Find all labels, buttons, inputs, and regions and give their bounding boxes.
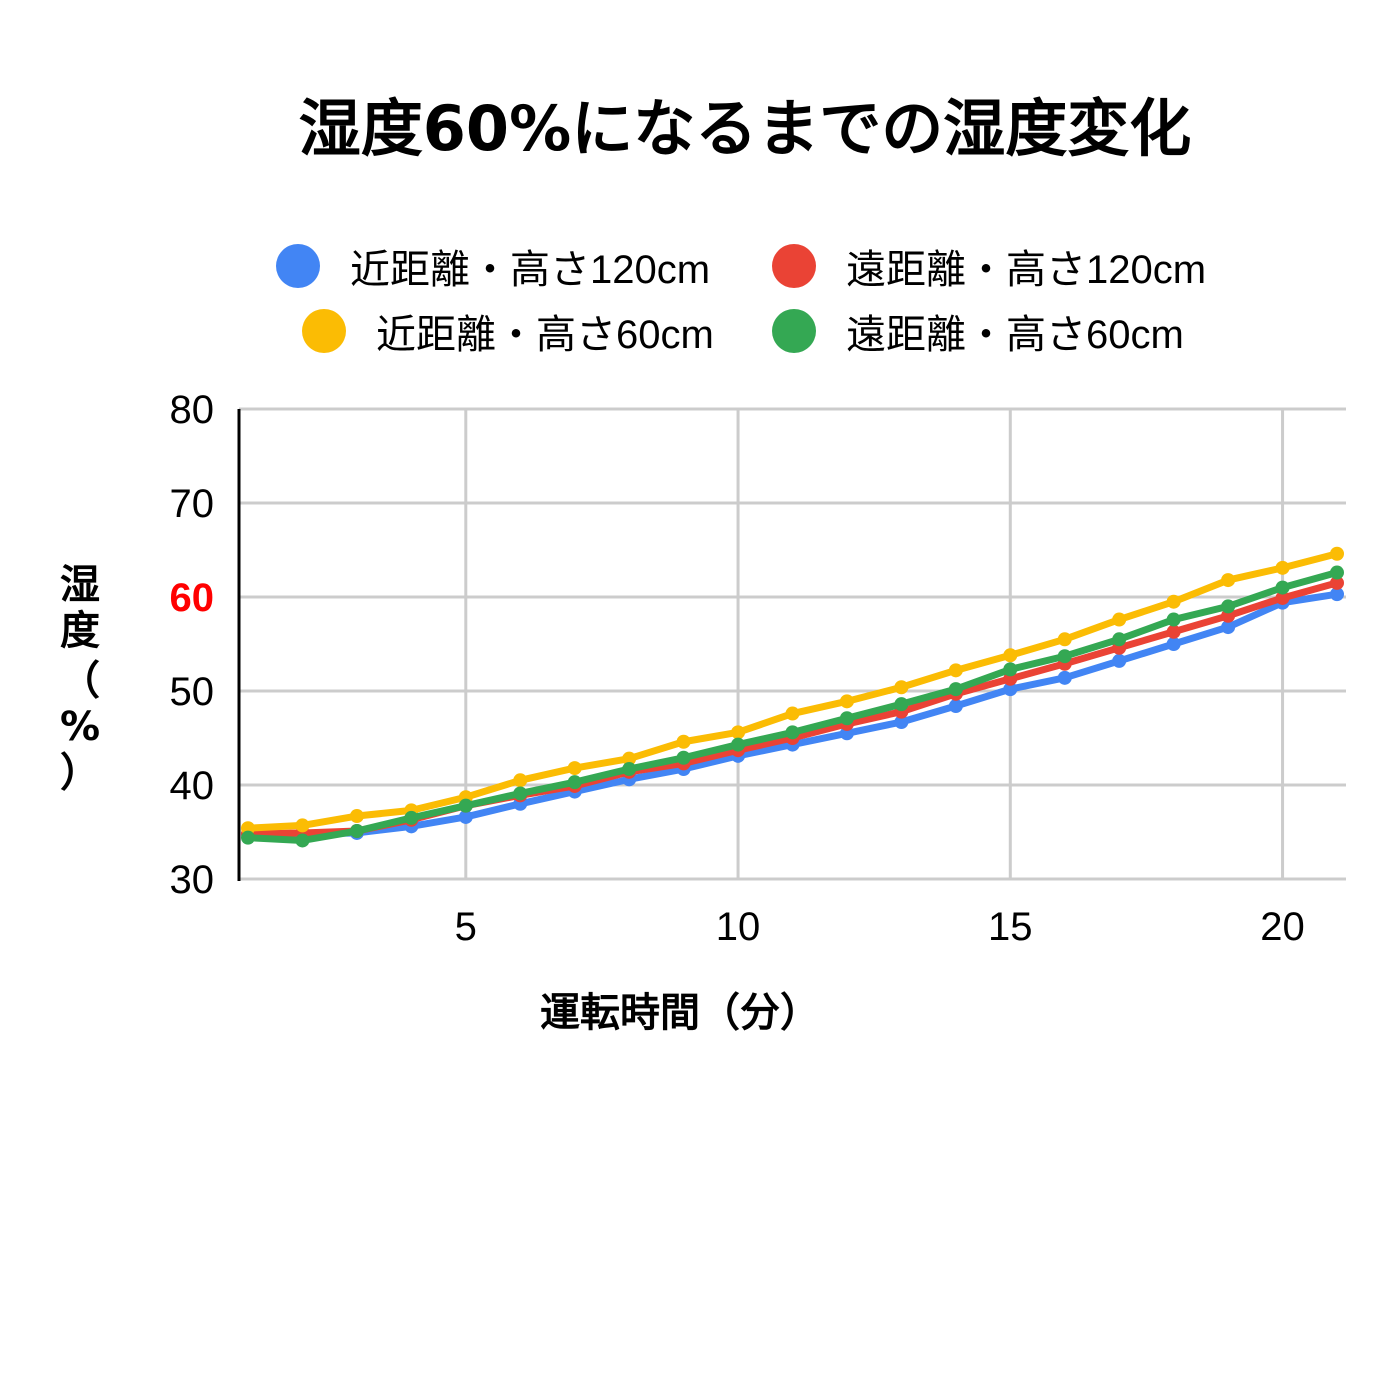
legend-dot-icon bbox=[772, 309, 816, 353]
data-point bbox=[948, 699, 963, 714]
data-point bbox=[1112, 653, 1127, 668]
data-point bbox=[295, 833, 310, 848]
data-point bbox=[458, 809, 473, 824]
data-point bbox=[731, 737, 746, 752]
data-point bbox=[1003, 682, 1018, 697]
x-tick-label: 10 bbox=[716, 905, 761, 949]
data-point bbox=[1330, 575, 1344, 590]
data-point bbox=[1330, 565, 1344, 580]
data-point bbox=[839, 694, 854, 709]
data-point bbox=[1112, 632, 1127, 647]
data-point bbox=[839, 711, 854, 726]
data-point bbox=[1275, 560, 1290, 575]
data-point bbox=[1275, 580, 1290, 595]
data-point bbox=[1057, 632, 1072, 647]
data-point bbox=[622, 751, 637, 766]
x-tick-label: 15 bbox=[988, 905, 1033, 949]
data-point bbox=[1057, 649, 1072, 664]
x-tick-label: 5 bbox=[455, 905, 477, 949]
data-point bbox=[513, 773, 528, 788]
data-point bbox=[513, 786, 528, 801]
data-point bbox=[1221, 599, 1236, 614]
y-tick-label: 30 bbox=[170, 858, 215, 902]
data-point bbox=[894, 680, 909, 695]
data-point bbox=[1003, 662, 1018, 677]
data-point bbox=[676, 750, 691, 765]
data-point bbox=[1330, 587, 1344, 602]
data-point bbox=[1166, 594, 1181, 609]
legend-item-near-60: 近距離・高さ60cm bbox=[302, 301, 714, 361]
chart-title: 湿度60%になるまでの湿度変化 bbox=[298, 92, 1192, 165]
y-axis-label-char: ） bbox=[60, 750, 100, 796]
data-point bbox=[622, 762, 637, 777]
data-point bbox=[676, 734, 691, 749]
data-point bbox=[349, 809, 364, 824]
legend-label: 近距離・高さ60cm bbox=[376, 313, 714, 357]
chart-legend: 近距離・高さ120cm 遠距離・高さ120cm 近距離・高さ60cm 遠距離・高… bbox=[0, 236, 1400, 366]
y-tick-label: 80 bbox=[170, 388, 215, 432]
data-point bbox=[1221, 573, 1236, 588]
data-point bbox=[1057, 670, 1072, 685]
legend-label: 近距離・高さ120cm bbox=[350, 248, 711, 292]
legend-item-near-120: 近距離・高さ120cm bbox=[276, 236, 710, 296]
y-axis-label: 湿 度 （ % ） bbox=[50, 562, 110, 796]
y-tick-label: 70 bbox=[170, 482, 215, 526]
legend-label: 遠距離・高さ120cm bbox=[846, 248, 1207, 292]
data-point bbox=[295, 818, 310, 833]
data-point bbox=[894, 697, 909, 712]
data-point bbox=[1003, 648, 1018, 663]
data-point bbox=[894, 715, 909, 730]
legend-item-far-60: 遠距離・高さ60cm bbox=[772, 301, 1184, 361]
x-axis-label: 運転時間（分） bbox=[540, 990, 820, 1036]
y-tick-label: 50 bbox=[170, 670, 215, 714]
data-point bbox=[1166, 624, 1181, 639]
data-point bbox=[567, 775, 582, 790]
legend-label: 遠距離・高さ60cm bbox=[846, 313, 1184, 357]
data-point bbox=[241, 830, 255, 845]
data-point bbox=[731, 725, 746, 740]
data-point bbox=[1330, 546, 1344, 561]
data-point bbox=[948, 663, 963, 678]
y-axis-label-char: （ bbox=[60, 658, 100, 704]
data-point bbox=[349, 824, 364, 839]
y-axis-label-char: % bbox=[59, 704, 101, 750]
y-axis-label-char: 湿 bbox=[60, 562, 100, 608]
data-point bbox=[404, 810, 419, 825]
data-point bbox=[785, 725, 800, 740]
legend-dot-icon bbox=[302, 309, 346, 353]
legend-dot-icon bbox=[772, 244, 816, 288]
legend-dot-icon bbox=[276, 244, 320, 288]
y-axis-label-char: 度 bbox=[60, 608, 100, 654]
data-point bbox=[785, 706, 800, 721]
x-tick-label: 20 bbox=[1260, 905, 1305, 949]
y-tick-label: 60 bbox=[170, 576, 215, 620]
data-point bbox=[1275, 590, 1290, 605]
data-point bbox=[1166, 637, 1181, 651]
data-point bbox=[1166, 612, 1181, 627]
data-point bbox=[458, 798, 473, 813]
data-point bbox=[567, 761, 582, 776]
data-point bbox=[1112, 612, 1127, 627]
legend-item-far-120: 遠距離・高さ120cm bbox=[772, 236, 1206, 296]
y-tick-label: 40 bbox=[170, 764, 215, 808]
data-point bbox=[1221, 620, 1236, 635]
data-point bbox=[948, 682, 963, 697]
